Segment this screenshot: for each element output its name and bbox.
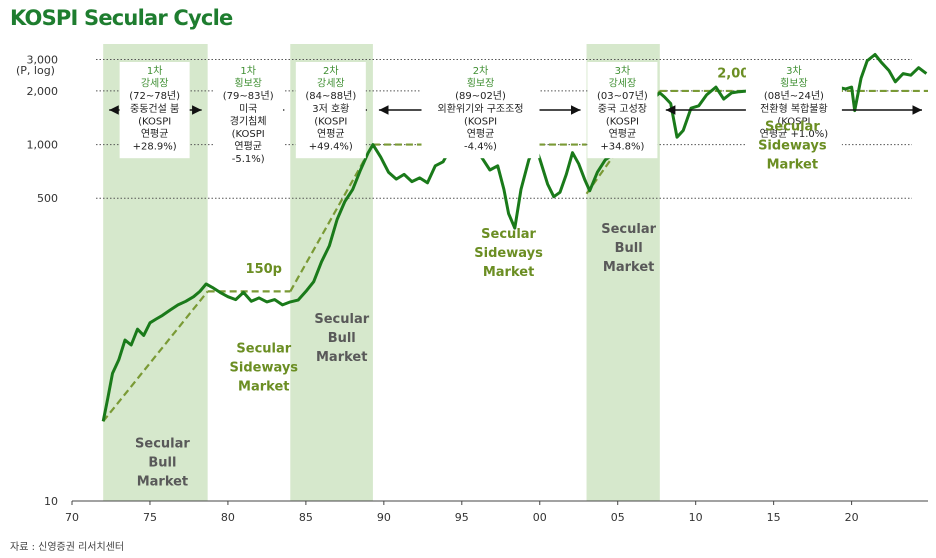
period-label-line: Secular xyxy=(765,119,820,134)
y-tick-label: 3,000 xyxy=(27,54,59,67)
phase-note-line: 전환형 복합불황 xyxy=(760,103,828,115)
x-tick-label: 10 xyxy=(689,511,703,524)
phase-note-line: +49.4%) xyxy=(309,142,353,153)
trend-line-3 xyxy=(289,144,374,292)
phase-note-line: (KOSPI xyxy=(777,116,810,127)
phase-note-line: 강세장 xyxy=(141,78,169,90)
period-label-line: Sideways xyxy=(474,246,543,261)
source-note: 자료 : 신영증권 리서치센터 xyxy=(10,542,125,553)
trend-line-1 xyxy=(102,290,209,422)
phase-note-line: 3차 xyxy=(615,65,631,77)
phase-note-line: (08년~24년) xyxy=(764,90,824,102)
x-tick-label: 70 xyxy=(65,511,79,524)
period-label-line: Bull xyxy=(328,331,356,346)
phase-note-box xyxy=(587,62,658,159)
phase-note-line: 연평균 xyxy=(467,128,495,140)
phase-note-line: (KOSPI xyxy=(138,116,171,127)
period-label-line: Market xyxy=(767,157,818,172)
phase-note-line: (84~88년) xyxy=(305,90,356,102)
phase-note-line: 연평균 +1.0%) xyxy=(760,128,829,140)
axes: 10 500 1,000 2,000 3,000 70 75 80 85 90 95 00 05 10 15… xyxy=(27,54,928,524)
phase-note-line: 경기침체 xyxy=(230,114,267,127)
period-label-line: Market xyxy=(483,265,534,280)
phase-note-line: 횡보장 xyxy=(234,78,262,90)
phase-note-line: -4.4%) xyxy=(464,142,497,153)
x-tick-label: 05 xyxy=(611,511,625,524)
phase-note-line: 강세장 xyxy=(609,78,637,90)
x-tick-label: 85 xyxy=(299,511,313,524)
period-label-line: Secular xyxy=(601,222,656,237)
phase-note-line: (03~07년) xyxy=(597,90,648,102)
phase-note-line: 중국 고성장 xyxy=(598,103,647,115)
phase-note-line: +28.9%) xyxy=(133,142,177,153)
period-label-line: Bull xyxy=(148,455,176,470)
phase-note-line: 연평균 xyxy=(141,128,169,140)
phase-note-line: 연평균 xyxy=(317,128,345,140)
y-tick-label: 10 xyxy=(44,495,58,508)
phase-note-line: 연평균 xyxy=(609,128,637,140)
period-label-line: Secular xyxy=(135,436,190,451)
period-label-line: Sideways xyxy=(230,361,299,376)
y-tick-label: 1,000 xyxy=(27,139,59,152)
x-tick-label: 20 xyxy=(845,511,859,524)
phase-note-line: (KOSPI xyxy=(464,116,497,127)
phase-note-line: (89~02년) xyxy=(455,90,506,102)
period-label-line: Bull xyxy=(615,241,643,256)
phase-note-line: -5.1%) xyxy=(232,154,265,165)
phase-note-line: 2차 xyxy=(473,65,489,77)
y-axis-label: (P, log) xyxy=(16,64,55,77)
phase-note-line: (72~78년) xyxy=(129,90,180,102)
phase-note-line: 1차 xyxy=(240,65,256,77)
y-tick-label: 500 xyxy=(37,192,58,205)
x-tick-label: 75 xyxy=(143,511,157,524)
x-tick-label: 90 xyxy=(377,511,391,524)
phase-note-line: 강세장 xyxy=(317,78,345,90)
period-label-line: Market xyxy=(603,260,654,275)
period-label-line: Sideways xyxy=(758,138,827,153)
trend-label: 150p xyxy=(246,262,282,277)
phase-note-box xyxy=(421,62,540,159)
phase-note-line: 미국 xyxy=(239,103,257,115)
x-tick-label: 00 xyxy=(533,511,547,524)
phase-note-line: 횡보장 xyxy=(780,78,808,90)
phase-note-line: 3차 xyxy=(786,65,802,77)
phase-note-box xyxy=(295,62,366,159)
phase-note-line: 3저 호황 xyxy=(312,103,349,115)
phase-note-line: (KOSPI xyxy=(232,129,265,140)
phase-note-line: 횡보장 xyxy=(467,78,495,90)
period-label-line: Market xyxy=(137,474,188,489)
phase-note-box xyxy=(119,62,190,159)
phase-note-line: (KOSPI xyxy=(606,116,639,127)
phase-note-line: 연평균 xyxy=(234,141,262,153)
period-label-line: Market xyxy=(316,350,367,365)
period-label-line: Secular xyxy=(236,342,291,357)
phase-note-line: 외환위기와 구조조정 xyxy=(438,102,524,115)
period-label-line: Market xyxy=(238,380,289,395)
period-label-line: Secular xyxy=(314,312,369,327)
phase-note-line: 1차 xyxy=(147,65,163,77)
phase-note-line: (79~83년) xyxy=(223,90,274,102)
period-label-line: Secular xyxy=(481,227,536,242)
x-tick-label: 80 xyxy=(221,511,235,524)
phase-note-line: 2차 xyxy=(323,65,339,77)
phase-note-box xyxy=(213,62,284,171)
period-labels: Secular Bull Market Secular Sideways Market Se… xyxy=(135,119,827,489)
phase-note-line: 중동건설 붐 xyxy=(130,103,179,115)
y-tick-label: 2,000 xyxy=(27,85,59,98)
phase-note-line: (KOSPI xyxy=(314,116,347,127)
x-tick-label: 15 xyxy=(767,511,781,524)
phase-note-line: +34.8%) xyxy=(600,142,644,153)
phase-note-box xyxy=(745,62,842,146)
chart-title: KOSPI Secular Cycle xyxy=(10,6,233,30)
x-tick-label: 95 xyxy=(455,511,469,524)
